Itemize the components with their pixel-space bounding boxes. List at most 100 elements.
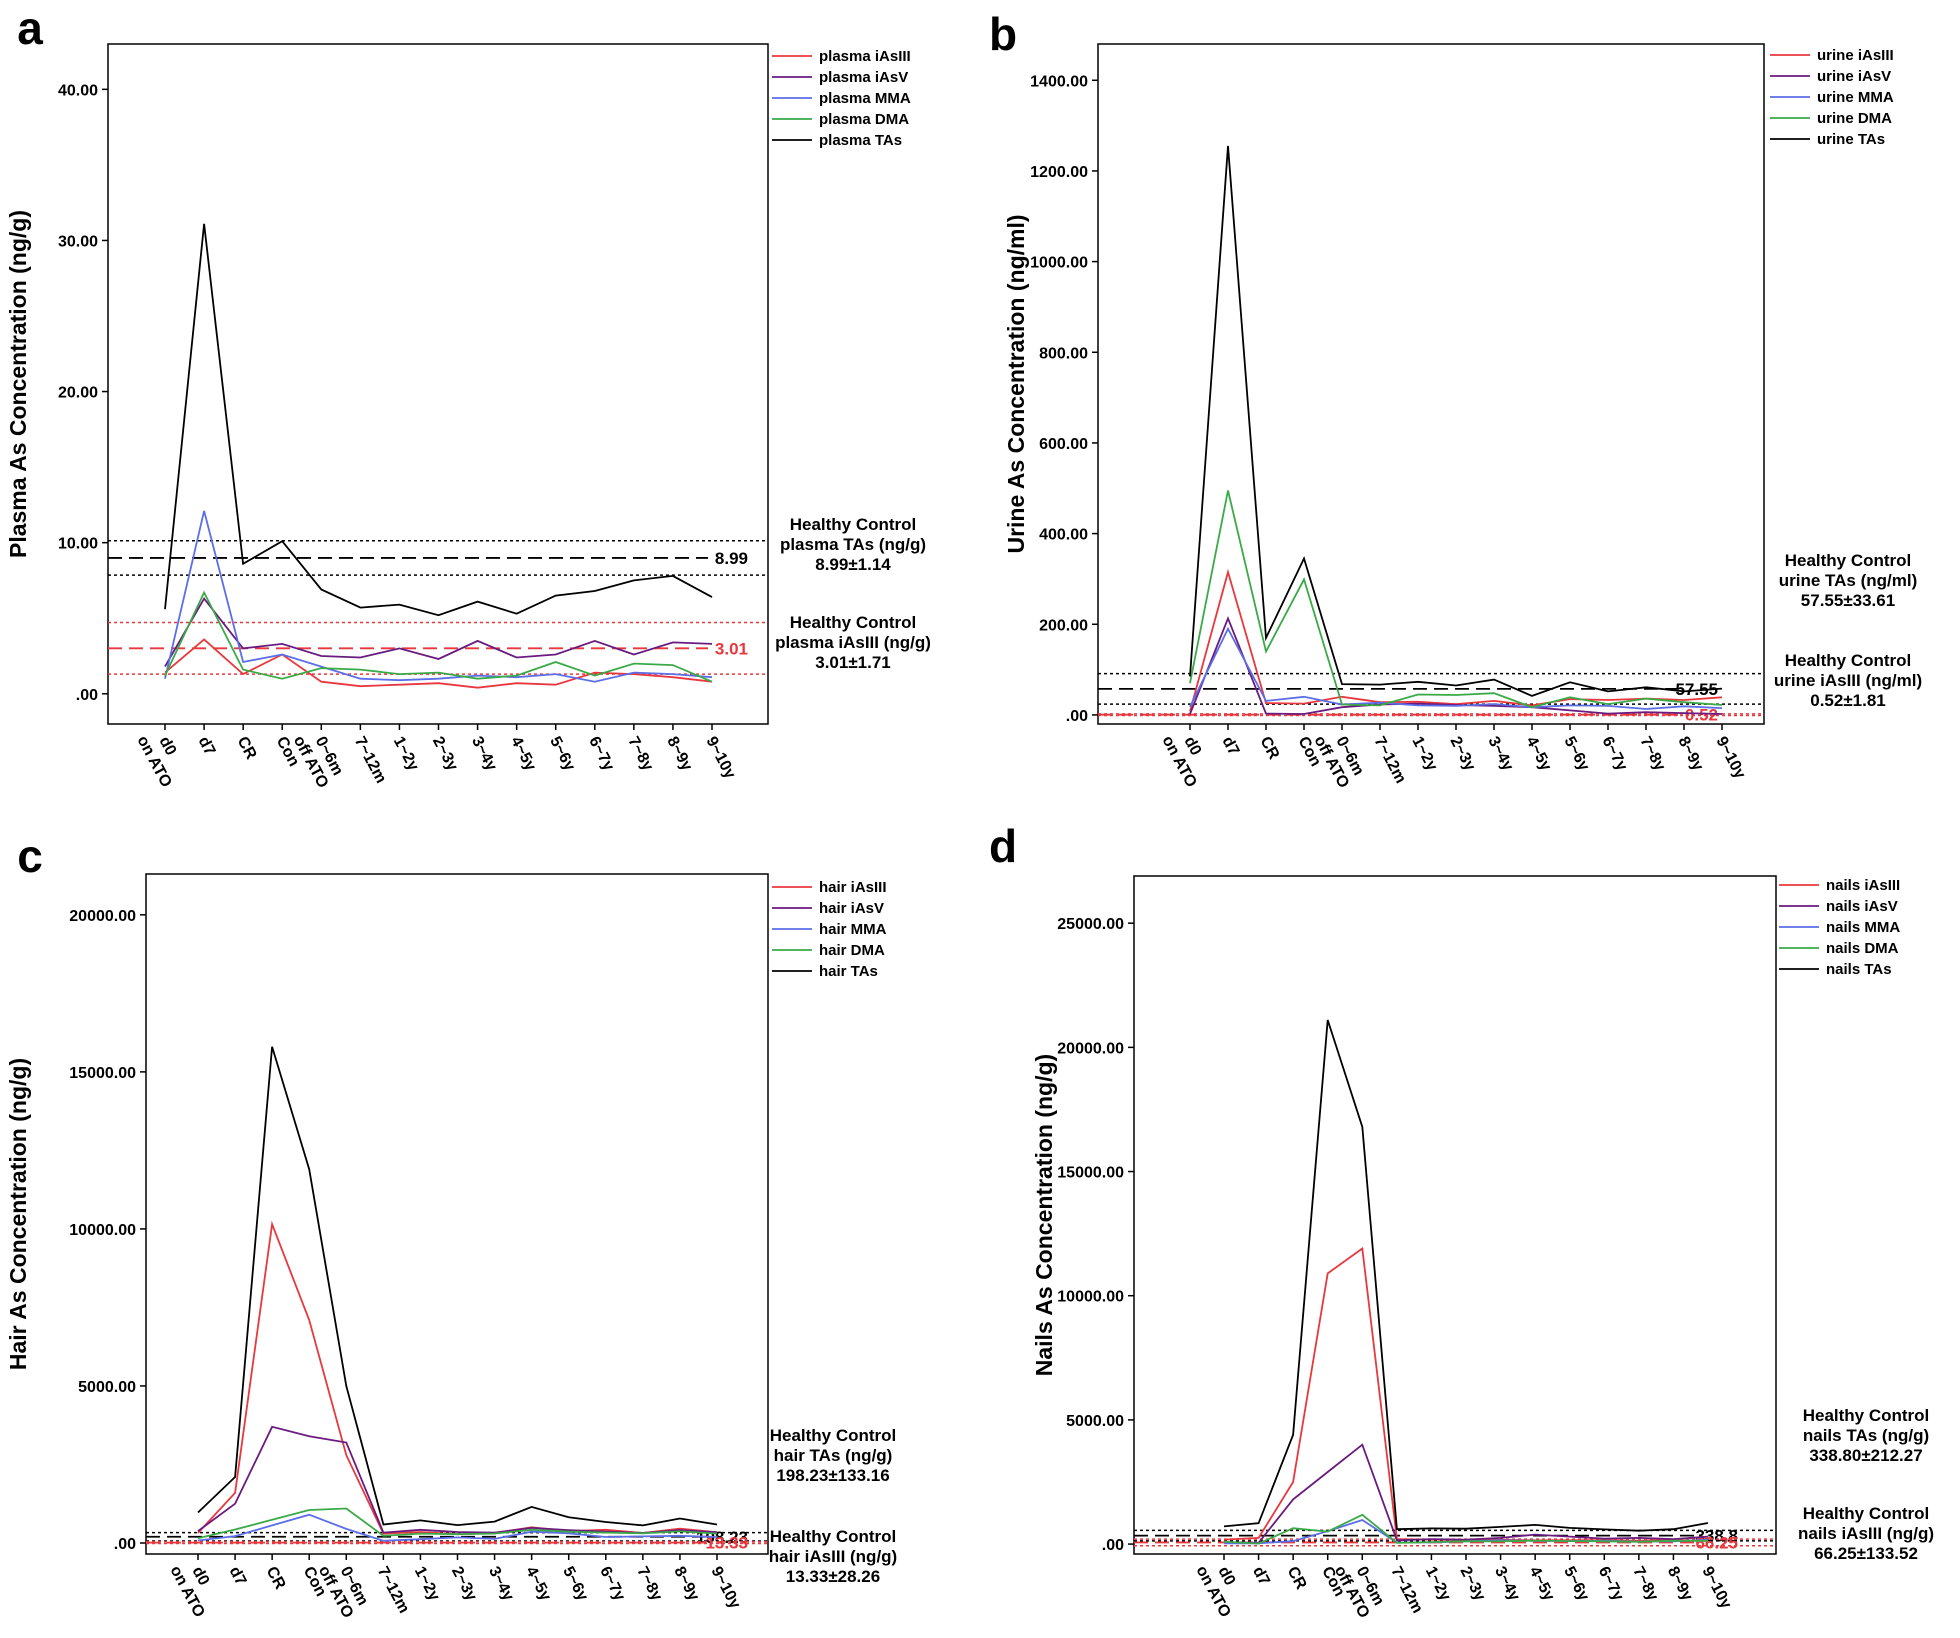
series-line-iasv [164, 596, 713, 668]
reference-mean-value: 3.01 [715, 639, 748, 658]
y-tick-label: 5000.00 [78, 1379, 136, 1396]
y-tick-label: 20.00 [58, 385, 98, 402]
x-tick-label-line: d0 [1214, 1564, 1238, 1589]
x-tick-label: d7 [1218, 734, 1242, 759]
legend-label: nails DMA [1826, 940, 1899, 957]
reference-caption-line: 3.01±1.71 [815, 653, 891, 672]
x-tick-label: 6~7y [1598, 734, 1630, 774]
chart-panel-c: c Hair As Concentration (ng/g) .00 5000.00 1… [5, 830, 897, 1621]
x-tick-label: 9~10y [702, 734, 738, 782]
y-tick-label: 10000.00 [69, 1222, 136, 1239]
x-tick-label-line: 7~12m [1387, 1564, 1426, 1616]
y-tick-label: 15000.00 [69, 1065, 136, 1082]
series-line-tas [1189, 145, 1723, 697]
legend-label: plasma iAsIII [819, 48, 911, 65]
reference-mean-value: 66.25 [1695, 1533, 1738, 1552]
x-tick-label: d7 [226, 1564, 250, 1589]
reference-mean-value: 57.55 [1675, 680, 1718, 699]
legend: plasma iAsIII plasma iAsV plasma MMA plasma… [772, 48, 911, 149]
x-tick-label: 4~5y [1526, 1564, 1558, 1604]
legend-label: plasma iAsV [819, 69, 908, 86]
panel-letter: b [989, 8, 1017, 60]
y-tick-label: 15000.00 [1057, 1165, 1124, 1182]
x-tick-label-line: CR [234, 734, 260, 763]
x-tick-label: CR [1284, 1564, 1310, 1593]
reference-caption-line: hair TAs (ng/g) [774, 1446, 893, 1465]
y-tick-label: 1000.00 [1030, 255, 1088, 272]
reference-caption-line: Healthy Control [790, 515, 917, 534]
x-tick-label: 6~7y [1595, 1564, 1627, 1604]
x-tick-label: 9~10y [1712, 734, 1748, 782]
x-tick-label-line: 2~3y [1446, 734, 1478, 774]
y-tick-label: 25000.00 [1057, 916, 1124, 933]
x-tick-label: 7~8y [633, 1564, 665, 1604]
x-tick-label: 3~4y [485, 1564, 517, 1604]
y-tick-label: 20000.00 [1057, 1040, 1124, 1057]
y-tick-label: 800.00 [1039, 345, 1088, 362]
x-tick-label-line: 6~7y [596, 1564, 628, 1604]
x-tick-label-line: 2~3y [448, 1564, 480, 1604]
x-tick-label-line: d7 [195, 734, 219, 759]
x-tick-label: 7~12m [1370, 734, 1409, 786]
x-tick-label: 4~5y [507, 734, 539, 774]
x-tick-label: 9~10y [707, 1564, 743, 1612]
x-tick-label-line: 5~6y [1560, 1564, 1592, 1604]
reference-caption-line: nails TAs (ng/g) [1803, 1426, 1929, 1445]
x-tick-label: 8~9y [1664, 1564, 1696, 1604]
legend-label: plasma TAs [819, 132, 902, 149]
y-tick-label: .00 [1066, 708, 1088, 725]
x-tick-label-line: 4~5y [507, 734, 539, 774]
x-tick-label-line: 7~8y [1636, 734, 1668, 774]
series-line-tas [1223, 1019, 1709, 1532]
x-tick-label: 3~4y [1484, 734, 1516, 774]
y-axis-label: Hair As Concentration (ng/g) [5, 1058, 31, 1370]
reference-caption-line: 57.55±33.61 [1801, 591, 1895, 610]
legend-label: nails MMA [1826, 919, 1900, 936]
series-line-mma [1189, 626, 1723, 710]
reference-caption-line: 338.80±212.27 [1809, 1446, 1922, 1465]
plot-frame [1097, 43, 1765, 725]
x-tick-label: 2~3y [1456, 1564, 1488, 1604]
reference-caption-line: Healthy Control [1785, 551, 1912, 570]
reference-caption-line: 198.23±133.16 [776, 1466, 889, 1485]
x-tick-label: 1~2y [1408, 734, 1440, 774]
y-tick-label: 200.00 [1039, 617, 1088, 634]
x-tick-label: 7~8y [1629, 1564, 1661, 1604]
x-tick-label-line: d7 [1249, 1564, 1273, 1589]
x-tick-label-line: d0 [1180, 734, 1204, 759]
x-tick-label: 4~5y [522, 1564, 554, 1604]
x-tick-label-line: 7~8y [624, 734, 656, 774]
reference-caption-line: 8.99±1.14 [815, 555, 891, 574]
x-tick-label-line: 7~12m [351, 734, 390, 786]
x-tick-label: CR [234, 734, 260, 763]
x-tick-label-line: 4~5y [1526, 1564, 1558, 1604]
chart-panel-b: b Urine As Concentration (ng/ml) .00 200.00… [989, 8, 1922, 791]
reference-caption-line: plasma TAs (ng/g) [780, 535, 926, 554]
x-tick-label-line: d0 [155, 734, 179, 759]
x-tick-label-line: 1~2y [1422, 1564, 1454, 1604]
y-tick-label: 1200.00 [1030, 164, 1088, 181]
reference-mean-value: 13.33 [705, 1534, 748, 1553]
x-tick-label-line: 7~8y [1629, 1564, 1661, 1604]
legend: urine iAsIII urine iAsV urine MMA urine DMA… [1770, 47, 1894, 148]
x-tick-label-line: 5~6y [1560, 734, 1592, 774]
x-tick-label-line: 6~7y [1598, 734, 1630, 774]
reference-caption-line: plasma iAsIII (ng/g) [775, 633, 931, 652]
legend-label: urine TAs [1817, 131, 1885, 148]
x-tick-label: 7~8y [1636, 734, 1668, 774]
reference-caption-line: Healthy Control [770, 1527, 897, 1546]
series-line-iasiii [1189, 568, 1723, 712]
x-tick-label-line: 8~9y [663, 734, 695, 774]
x-tick-label-line: 9~10y [707, 1564, 743, 1612]
series-line-iasiii [197, 1220, 718, 1536]
series-line-iasv [197, 1425, 718, 1534]
x-tick-label-line: 9~10y [1698, 1564, 1734, 1612]
x-tick-label: 8~9y [670, 1564, 702, 1604]
x-tick-label-line: 6~7y [585, 734, 617, 774]
y-axis-label: Plasma As Concentration (ng/g) [5, 210, 31, 558]
series-line-iasv [1224, 1443, 1709, 1544]
panel-letter: d [989, 820, 1017, 872]
y-tick-label: .00 [1102, 1537, 1124, 1554]
